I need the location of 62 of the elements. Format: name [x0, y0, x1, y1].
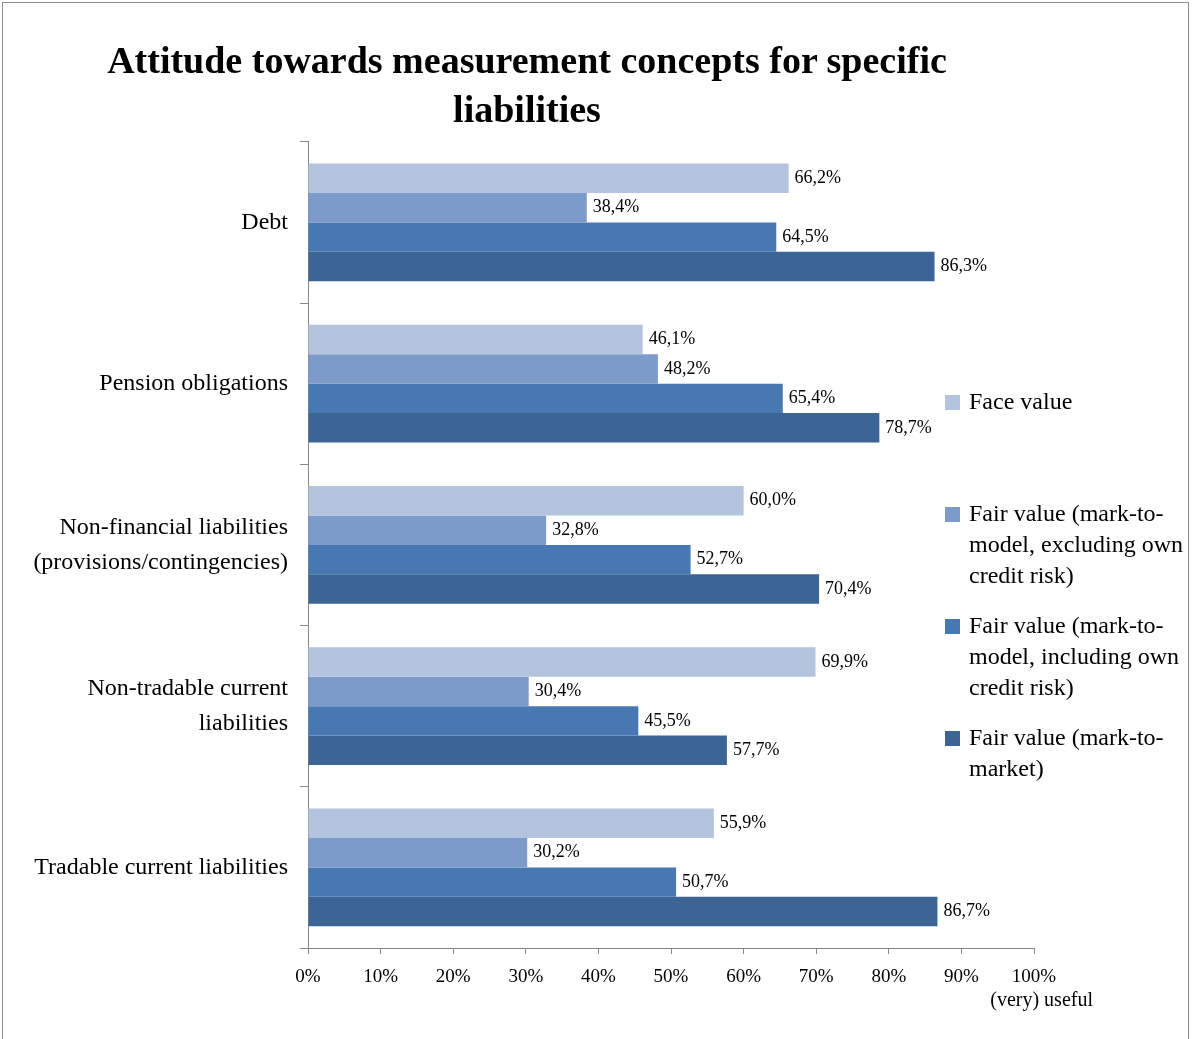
legend-label: Fair value (mark-to-model, including own credit risk) [969, 611, 1180, 702]
y-tick-label: Non-tradable current liabilities [87, 674, 289, 735]
y-tick-label: Debt [241, 207, 289, 234]
data-label: 66,2% [794, 167, 842, 188]
x-tick-label: 70% [798, 965, 834, 987]
bar [308, 837, 528, 868]
bar [308, 808, 714, 838]
x-tick-label: 80% [871, 965, 907, 987]
bar [308, 867, 677, 897]
bar [308, 383, 783, 414]
legend-label: Fair value (mark-to-model, excluding own credit risk) [969, 499, 1184, 590]
x-tick-label: 10% [363, 965, 399, 987]
data-label: 64,5% [782, 225, 829, 246]
bar [308, 324, 643, 355]
x-tick-label: 60% [726, 965, 762, 987]
data-label: 55,9% [719, 811, 767, 832]
bar [308, 735, 727, 765]
x-tick-label: 100% [1011, 965, 1057, 987]
data-label: 69,9% [821, 650, 868, 671]
bar [308, 574, 820, 604]
bar [308, 354, 658, 384]
data-label: 48,2% [663, 357, 711, 378]
x-tick-label: 50% [653, 965, 689, 987]
data-label: 86,3% [940, 255, 988, 276]
y-tick-label: Tradable current liabilities [34, 852, 288, 879]
data-label: 45,5% [644, 709, 691, 730]
y-tick-label: Non-financial liabilities (provisions/contingencies) [33, 512, 288, 574]
data-label: 38,4% [592, 196, 640, 217]
data-label: 86,7% [943, 900, 990, 921]
data-label: 30,4% [534, 680, 582, 701]
data-label: 50,7% [682, 870, 729, 891]
bar [308, 676, 529, 707]
bar [308, 222, 777, 252]
data-label: 78,7% [885, 416, 932, 437]
bar [308, 251, 935, 282]
x-axis-title: (very) useful [990, 988, 1094, 1012]
legend-label: Face value [969, 387, 1074, 416]
bar [308, 647, 816, 677]
bar [308, 413, 880, 443]
bar [308, 163, 789, 193]
bar [308, 515, 547, 545]
bar [308, 192, 587, 223]
data-label: 57,7% [732, 739, 780, 760]
data-label: 52,7% [696, 548, 744, 569]
x-tick-label: 30% [508, 965, 544, 987]
bar [308, 544, 691, 575]
x-tick-label: 0% [295, 965, 321, 987]
y-tick-label: Pension obligations [99, 368, 288, 395]
data-label: 30,2% [533, 841, 580, 862]
chart-title: Attitude towards measurement concepts for specific liabilities [107, 38, 947, 130]
bar [308, 706, 639, 736]
x-tick-label: 40% [580, 965, 616, 987]
data-label: 60,0% [749, 489, 797, 510]
x-tick-label: 20% [435, 965, 471, 987]
legend-label: Fair value (mark-to-market) [969, 723, 1165, 783]
bar [308, 896, 938, 927]
data-label: 46,1% [648, 328, 696, 349]
data-label: 32,8% [552, 518, 599, 539]
bar [308, 486, 744, 516]
x-tick-label: 90% [943, 965, 979, 987]
data-label: 70,4% [825, 577, 872, 598]
data-label: 65,4% [788, 387, 836, 408]
